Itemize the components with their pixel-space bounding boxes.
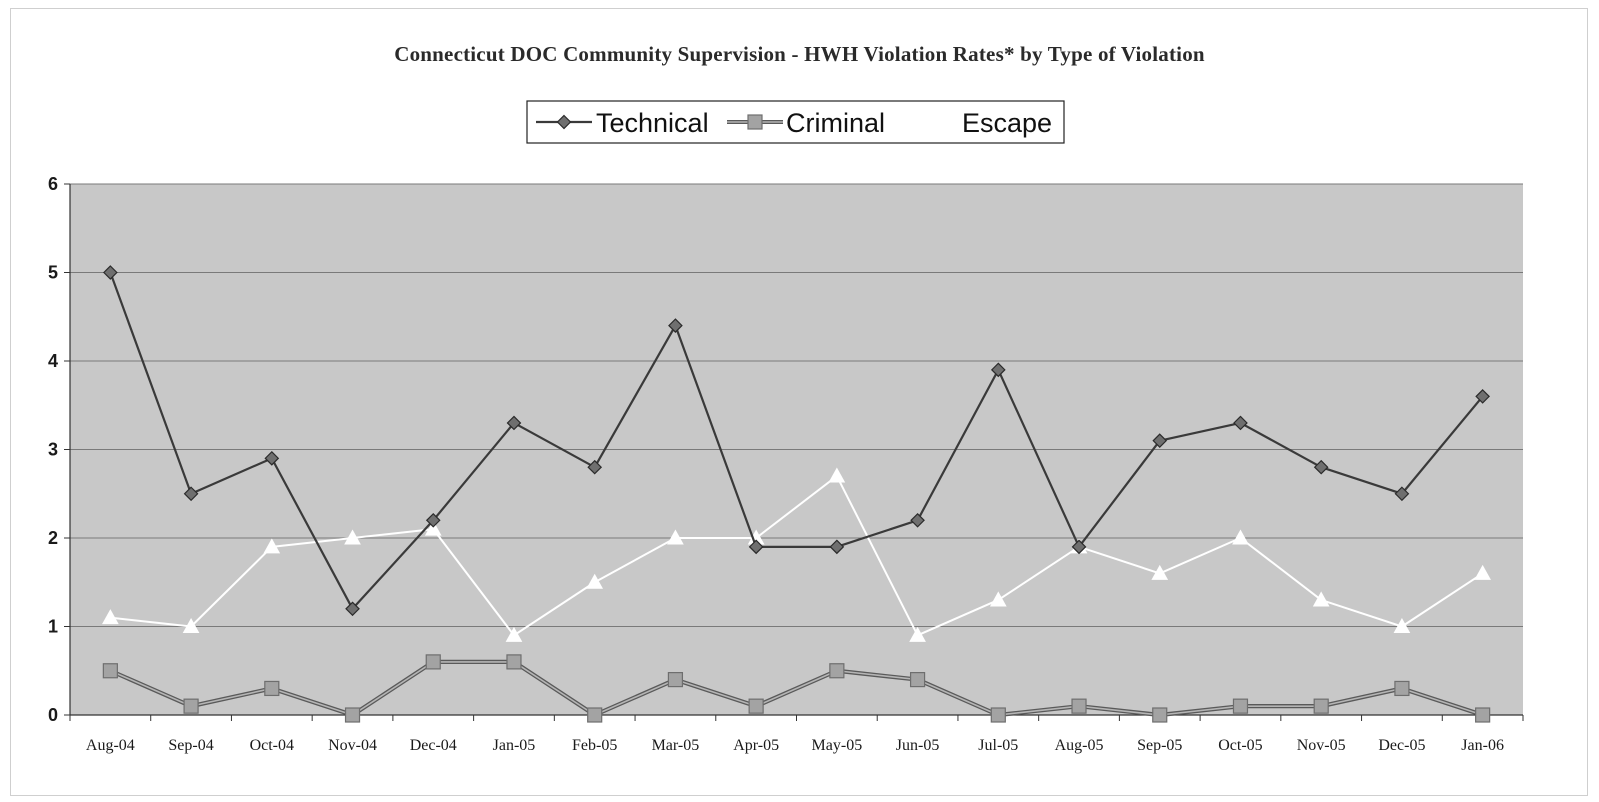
y-tick-label: 5 [48, 263, 58, 283]
data-point-criminal [102, 663, 118, 679]
data-point-escape [828, 467, 846, 483]
x-tick-label: Aug-04 [86, 737, 135, 754]
data-point-escape [909, 626, 926, 642]
x-tick-label: Jan-06 [1461, 737, 1504, 754]
data-point-technical [1152, 433, 1168, 448]
x-tick-label: Aug-05 [1055, 737, 1104, 754]
y-tick-label: 0 [48, 705, 58, 725]
data-point-technical [103, 265, 118, 280]
data-point-escape [182, 617, 200, 633]
data-point-criminal [183, 698, 199, 714]
y-tick-label: 4 [48, 351, 58, 371]
data-point-criminal [1394, 680, 1410, 697]
data-point-technical [506, 415, 522, 431]
x-tick-label: Jun-05 [896, 737, 940, 754]
y-tick-label: 6 [48, 174, 58, 194]
x-tick-label: Dec-04 [410, 737, 457, 754]
legend-marker-escape [921, 113, 939, 129]
x-tick-label: Oct-05 [1218, 737, 1262, 754]
data-point-technical [1313, 459, 1329, 475]
data-point-criminal [506, 654, 522, 670]
y-tick-label: 1 [48, 617, 58, 637]
data-point-technical [829, 539, 845, 555]
data-point-technical [668, 318, 683, 333]
legend-label-escape: Escape [962, 108, 1052, 138]
data-point-technical [910, 512, 925, 528]
data-point-technical [990, 362, 1006, 378]
data-point-criminal [748, 698, 764, 714]
data-point-technical [1071, 539, 1087, 555]
data-point-criminal [667, 671, 684, 688]
legend-label-technical: Technical [596, 108, 709, 138]
data-point-technical [587, 459, 603, 475]
data-point-criminal [909, 671, 926, 688]
data-point-escape [344, 529, 361, 545]
data-point-technical [183, 486, 199, 502]
data-point-escape [263, 538, 281, 554]
data-point-escape [1474, 564, 1491, 580]
plot-area: 0 1 2 3 4 5 6 Aug-04 Sep-04 Oct-04 Nov-04 Dec-04 Jan… [48, 174, 1524, 754]
y-tick-label: 3 [48, 440, 58, 460]
x-tick-label: Mar-05 [652, 737, 700, 754]
x-tick-label: Dec-05 [1378, 737, 1425, 754]
data-point-criminal [344, 707, 361, 723]
data-point-technical [425, 512, 441, 528]
data-point-criminal [990, 707, 1006, 723]
series-line-criminal [110, 661, 1483, 716]
data-point-escape [989, 591, 1007, 607]
x-tick-label: Sep-05 [1137, 737, 1182, 754]
x-tick-label: Feb-05 [572, 737, 617, 754]
data-point-escape [586, 573, 604, 589]
x-tick-label: Oct-04 [250, 737, 294, 754]
legend-box [526, 100, 1065, 144]
legend-marker-criminal [747, 114, 763, 130]
x-tick-label: Sep-04 [168, 737, 213, 754]
chart-title: Connecticut DOC Community Supervision - … [394, 42, 1205, 66]
data-point-escape [424, 520, 442, 536]
series-line-technical [109, 272, 1484, 610]
legend-label-criminal: Criminal [786, 108, 885, 138]
series-line-escape [110, 475, 1484, 637]
data-point-criminal [1313, 698, 1329, 714]
y-tick-label: 2 [48, 528, 58, 548]
x-tick-label: Nov-04 [328, 737, 377, 754]
data-point-escape [1312, 591, 1330, 607]
data-point-escape [667, 529, 684, 545]
data-point-technical [264, 451, 280, 466]
x-tick-label: Nov-05 [1297, 737, 1346, 754]
x-tick-label: May-05 [812, 737, 863, 754]
x-tick-label: Jan-05 [493, 737, 536, 754]
data-point-escape [505, 626, 523, 642]
data-point-technical [748, 539, 764, 555]
data-point-technical [1475, 389, 1490, 404]
legend: Technical Criminal Escape [526, 100, 1065, 144]
data-point-technical [1233, 415, 1248, 431]
data-point-escape [1151, 564, 1169, 580]
data-point-criminal [587, 707, 603, 723]
data-point-criminal [829, 663, 845, 679]
data-point-criminal [264, 680, 280, 697]
data-point-escape [102, 609, 119, 625]
data-point-escape [1232, 529, 1249, 545]
data-point-escape [1393, 617, 1411, 633]
data-point-technical [345, 601, 360, 617]
data-point-criminal [1475, 707, 1491, 723]
data-point-technical [1394, 486, 1410, 502]
data-point-criminal [425, 654, 441, 670]
data-point-criminal [1071, 698, 1087, 714]
x-tick-label: Jul-05 [978, 737, 1018, 754]
data-point-criminal [1232, 698, 1249, 714]
legend-marker-technical [556, 114, 572, 130]
data-point-criminal [1152, 707, 1168, 723]
x-tick-label: Apr-05 [733, 737, 779, 754]
